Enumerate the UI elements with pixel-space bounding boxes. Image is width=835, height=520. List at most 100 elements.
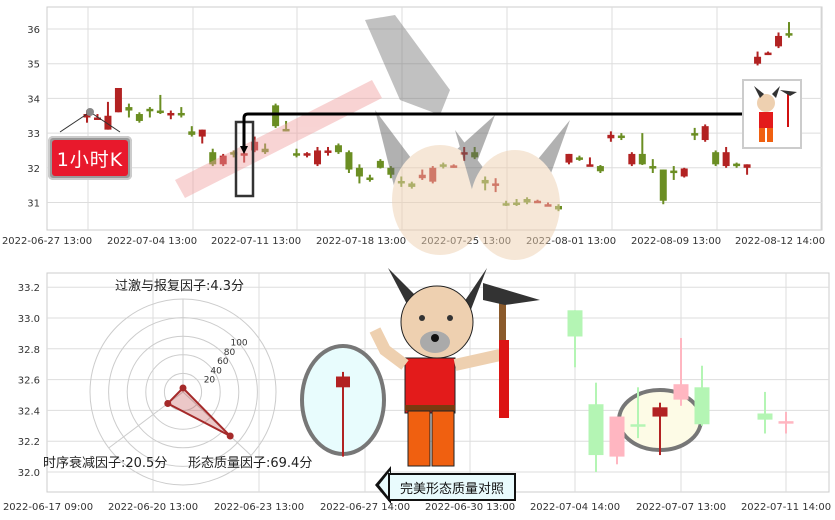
candle-body [334, 145, 342, 153]
candle-body [586, 164, 594, 167]
candle-body [649, 166, 657, 169]
candle-body [114, 87, 122, 113]
candle [324, 146, 332, 156]
x-tick-label: 2022-07-07 13:00 [636, 502, 726, 513]
candle-body [209, 152, 217, 165]
candle [617, 133, 625, 141]
candle-body [567, 310, 583, 337]
timeframe-badge: 1小时K [48, 136, 132, 180]
candle-body [146, 108, 154, 112]
candle-body [596, 166, 604, 172]
candle-body [261, 148, 269, 153]
candle-body [588, 404, 604, 456]
candle [764, 51, 772, 56]
y-tick-label: 32.8 [18, 345, 40, 356]
candle-body [575, 157, 583, 160]
radar-ring-label: 80 [224, 348, 236, 358]
radar-axis-label: 形态质量因子:69.4分 [188, 456, 312, 471]
x-tick-label: 2022-07-18 13:00 [316, 236, 406, 247]
candle [209, 148, 217, 167]
x-tick-label: 2022-08-09 13:00 [631, 236, 721, 247]
mascot-icon [369, 268, 540, 467]
candle-body [336, 376, 350, 388]
candle [334, 143, 342, 154]
x-tick-label: 2022-07-04 14:00 [530, 502, 620, 513]
hammer-watermark-icon [175, 15, 450, 198]
y-tick-label: 32.6 [18, 376, 40, 387]
perfect-pattern-compare-button[interactable]: 完美形态质量对照 [388, 473, 516, 501]
radar-point [226, 432, 234, 440]
mascot-small-icon [754, 86, 797, 142]
candle-body [701, 126, 709, 141]
radar-point [164, 399, 172, 407]
radar-ring-label: 60 [217, 357, 229, 367]
candle [722, 146, 730, 168]
candle-body [659, 169, 667, 201]
candle [609, 416, 625, 465]
candle-body [366, 177, 374, 181]
candle-body [757, 413, 773, 420]
candle-body [314, 150, 322, 165]
candle-body [282, 128, 290, 132]
candle-body [785, 33, 793, 36]
candle [355, 164, 363, 184]
candle [293, 148, 301, 158]
candle-body [135, 114, 143, 121]
candle-body [167, 112, 175, 116]
candle-body [609, 416, 625, 457]
candle-body [355, 167, 363, 177]
candle [691, 127, 699, 141]
candle [125, 103, 133, 118]
dog-watermark-icon [375, 110, 570, 260]
candle [630, 387, 646, 439]
candle-body [345, 152, 353, 170]
candle-body [156, 110, 164, 114]
candle [567, 310, 583, 368]
candle-body [778, 421, 794, 424]
candle [282, 120, 290, 132]
candle [757, 391, 773, 434]
timeframe-badge-label: 1小时K [52, 140, 128, 176]
candle-body [565, 153, 573, 163]
badge-string [59, 111, 91, 133]
candle [135, 112, 143, 123]
y-tick-label: 32.2 [18, 437, 40, 448]
candle [345, 150, 353, 174]
y-tick-label: 34 [27, 94, 40, 105]
radar-axis-label: 时序衰减因子:20.5分 [43, 455, 167, 471]
candle-body [694, 387, 710, 425]
radar-ring-label: 40 [210, 366, 222, 376]
candle-body [691, 133, 699, 136]
y-tick-label: 32.4 [18, 406, 40, 417]
candle-body [125, 107, 133, 111]
candle [336, 371, 350, 457]
candle [680, 167, 688, 178]
candle [659, 169, 667, 205]
candle [628, 152, 636, 167]
candle [586, 157, 594, 167]
y-tick-label: 36 [27, 25, 40, 36]
candle-body [722, 152, 730, 167]
candle-body [240, 153, 248, 156]
candle [251, 136, 259, 153]
candle [694, 365, 710, 426]
y-tick-label: 33.2 [18, 283, 40, 294]
candle [575, 155, 583, 161]
candle-body [652, 407, 668, 417]
badge-string-right [89, 111, 121, 133]
candle [376, 159, 384, 169]
candle [701, 124, 709, 142]
candle [607, 131, 615, 142]
candle-body [754, 56, 762, 64]
candle-body [104, 115, 112, 130]
radar-point [179, 384, 187, 392]
candle-body [230, 152, 238, 155]
candle-body [93, 117, 101, 120]
candle [778, 411, 794, 434]
radar-ring-label: 100 [230, 339, 247, 349]
x-tick-label: 2022-07-04 13:00 [107, 236, 197, 247]
candle-body [743, 164, 751, 168]
x-tick-label: 2022-08-01 13:00 [526, 236, 616, 247]
back-arrow-inner [379, 471, 390, 499]
